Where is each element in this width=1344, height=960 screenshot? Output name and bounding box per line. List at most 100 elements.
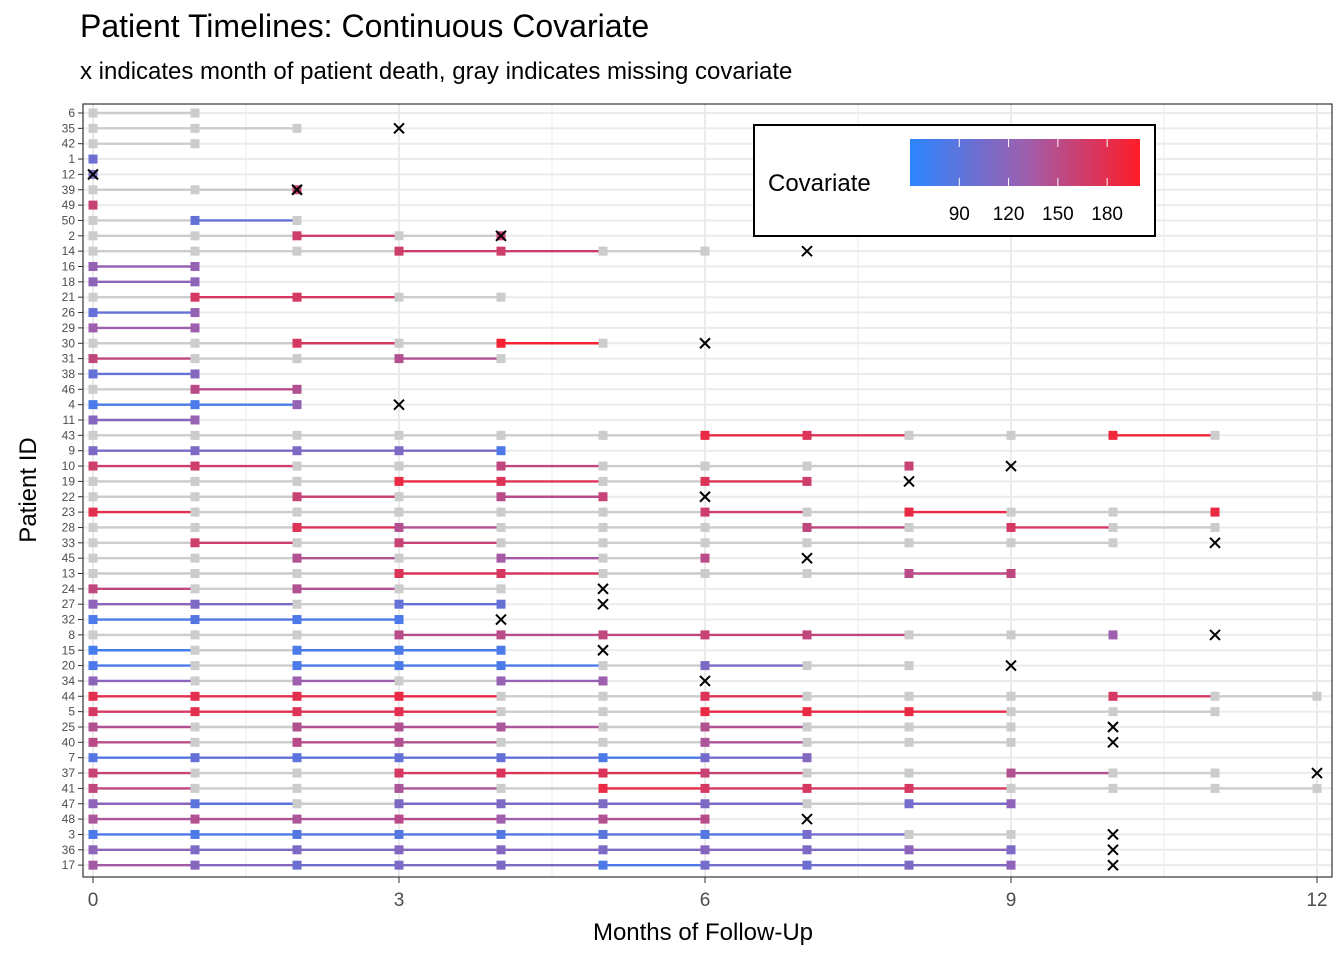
death-marker — [597, 583, 609, 595]
visit-marker — [190, 753, 200, 763]
visit-marker — [598, 507, 608, 517]
visit-marker — [190, 691, 200, 701]
patient-timeline — [88, 446, 506, 456]
visit-marker — [190, 860, 200, 870]
visit-marker — [904, 522, 914, 532]
visit-marker — [700, 722, 710, 732]
visit-marker — [598, 430, 608, 440]
visit-marker — [496, 446, 506, 456]
visit-marker — [292, 814, 302, 824]
visit-marker — [904, 783, 914, 793]
visit-marker — [292, 231, 302, 241]
visit-marker — [904, 569, 914, 578]
death-marker-stroke — [1005, 659, 1017, 672]
y-tick-label: 50 — [62, 213, 76, 227]
death-marker-stroke — [495, 230, 507, 242]
patient-timeline — [88, 139, 200, 149]
patient-timeline — [88, 783, 1322, 793]
patient-timeline — [88, 859, 1119, 871]
visit-marker — [598, 783, 608, 793]
visit-marker — [802, 829, 812, 839]
death-marker — [903, 475, 915, 488]
visit-marker — [394, 461, 404, 471]
visit-marker — [394, 476, 404, 486]
visit-marker — [88, 722, 98, 732]
visit-marker — [190, 231, 200, 241]
visit-marker — [394, 845, 404, 855]
visit-marker — [394, 522, 404, 532]
visit-marker — [190, 676, 200, 686]
visit-marker — [88, 139, 98, 149]
death-marker — [801, 813, 813, 825]
visit-marker — [190, 615, 200, 625]
visit-marker — [88, 277, 98, 287]
visit-marker — [88, 323, 98, 333]
visit-marker — [88, 599, 98, 609]
visit-marker — [292, 354, 302, 364]
visit-marker — [292, 661, 302, 671]
death-marker-stroke — [1107, 844, 1119, 856]
visit-marker — [190, 584, 200, 594]
visit-marker — [394, 661, 404, 671]
visit-marker — [88, 569, 98, 578]
y-tick-label: 33 — [62, 536, 76, 550]
visit-marker — [598, 691, 608, 701]
y-tick-label: 40 — [62, 735, 76, 749]
visit-marker — [292, 507, 302, 517]
visit-marker — [598, 492, 608, 502]
visit-marker — [394, 691, 404, 701]
visit-marker — [904, 538, 914, 548]
death-marker — [597, 598, 609, 610]
legend-tick-label: 180 — [1091, 204, 1123, 225]
patient-timeline — [87, 168, 99, 181]
visit-marker — [496, 584, 506, 594]
visit-marker — [88, 707, 98, 717]
visit-marker — [394, 645, 404, 655]
y-tick-label: 47 — [62, 797, 76, 811]
death-marker — [597, 644, 609, 656]
visit-marker — [394, 446, 404, 456]
visit-marker — [88, 507, 98, 517]
visit-marker — [292, 246, 302, 256]
visit-marker — [700, 569, 710, 578]
visit-marker — [88, 661, 98, 671]
visit-marker — [904, 860, 914, 870]
visit-marker — [88, 814, 98, 824]
legend-tick-label: 90 — [949, 204, 970, 225]
visit-marker — [190, 492, 200, 502]
visit-marker — [802, 538, 812, 548]
visit-marker — [394, 722, 404, 732]
patient-timeline — [88, 354, 506, 364]
visit-marker — [802, 430, 812, 440]
y-tick-label: 20 — [62, 659, 76, 673]
visit-marker — [1108, 430, 1118, 440]
death-marker — [1005, 460, 1017, 472]
visit-marker — [598, 799, 608, 809]
visit-marker — [88, 231, 98, 241]
visit-marker — [88, 308, 98, 318]
visit-marker — [700, 630, 710, 640]
visit-marker — [394, 768, 404, 778]
visit-marker — [496, 845, 506, 855]
visit-marker — [904, 829, 914, 839]
visit-marker — [496, 661, 506, 671]
death-marker-stroke — [1107, 736, 1119, 749]
patient-timeline — [88, 569, 1016, 578]
y-tick-label: 9 — [68, 444, 75, 458]
visit-marker — [598, 829, 608, 839]
visit-marker — [190, 430, 200, 440]
visit-marker — [598, 522, 608, 532]
visit-marker — [88, 829, 98, 839]
death-marker-stroke — [1107, 859, 1119, 871]
death-marker — [699, 675, 711, 687]
y-tick-label: 49 — [62, 198, 76, 212]
death-marker — [393, 398, 405, 411]
y-tick-label: 10 — [62, 459, 76, 473]
y-tick-label: 13 — [62, 567, 76, 581]
visit-marker — [190, 829, 200, 839]
y-tick-label: 24 — [62, 582, 76, 596]
death-marker-stroke — [699, 491, 711, 503]
visit-marker — [88, 553, 98, 563]
visit-marker — [394, 430, 404, 440]
visit-marker — [802, 661, 812, 671]
